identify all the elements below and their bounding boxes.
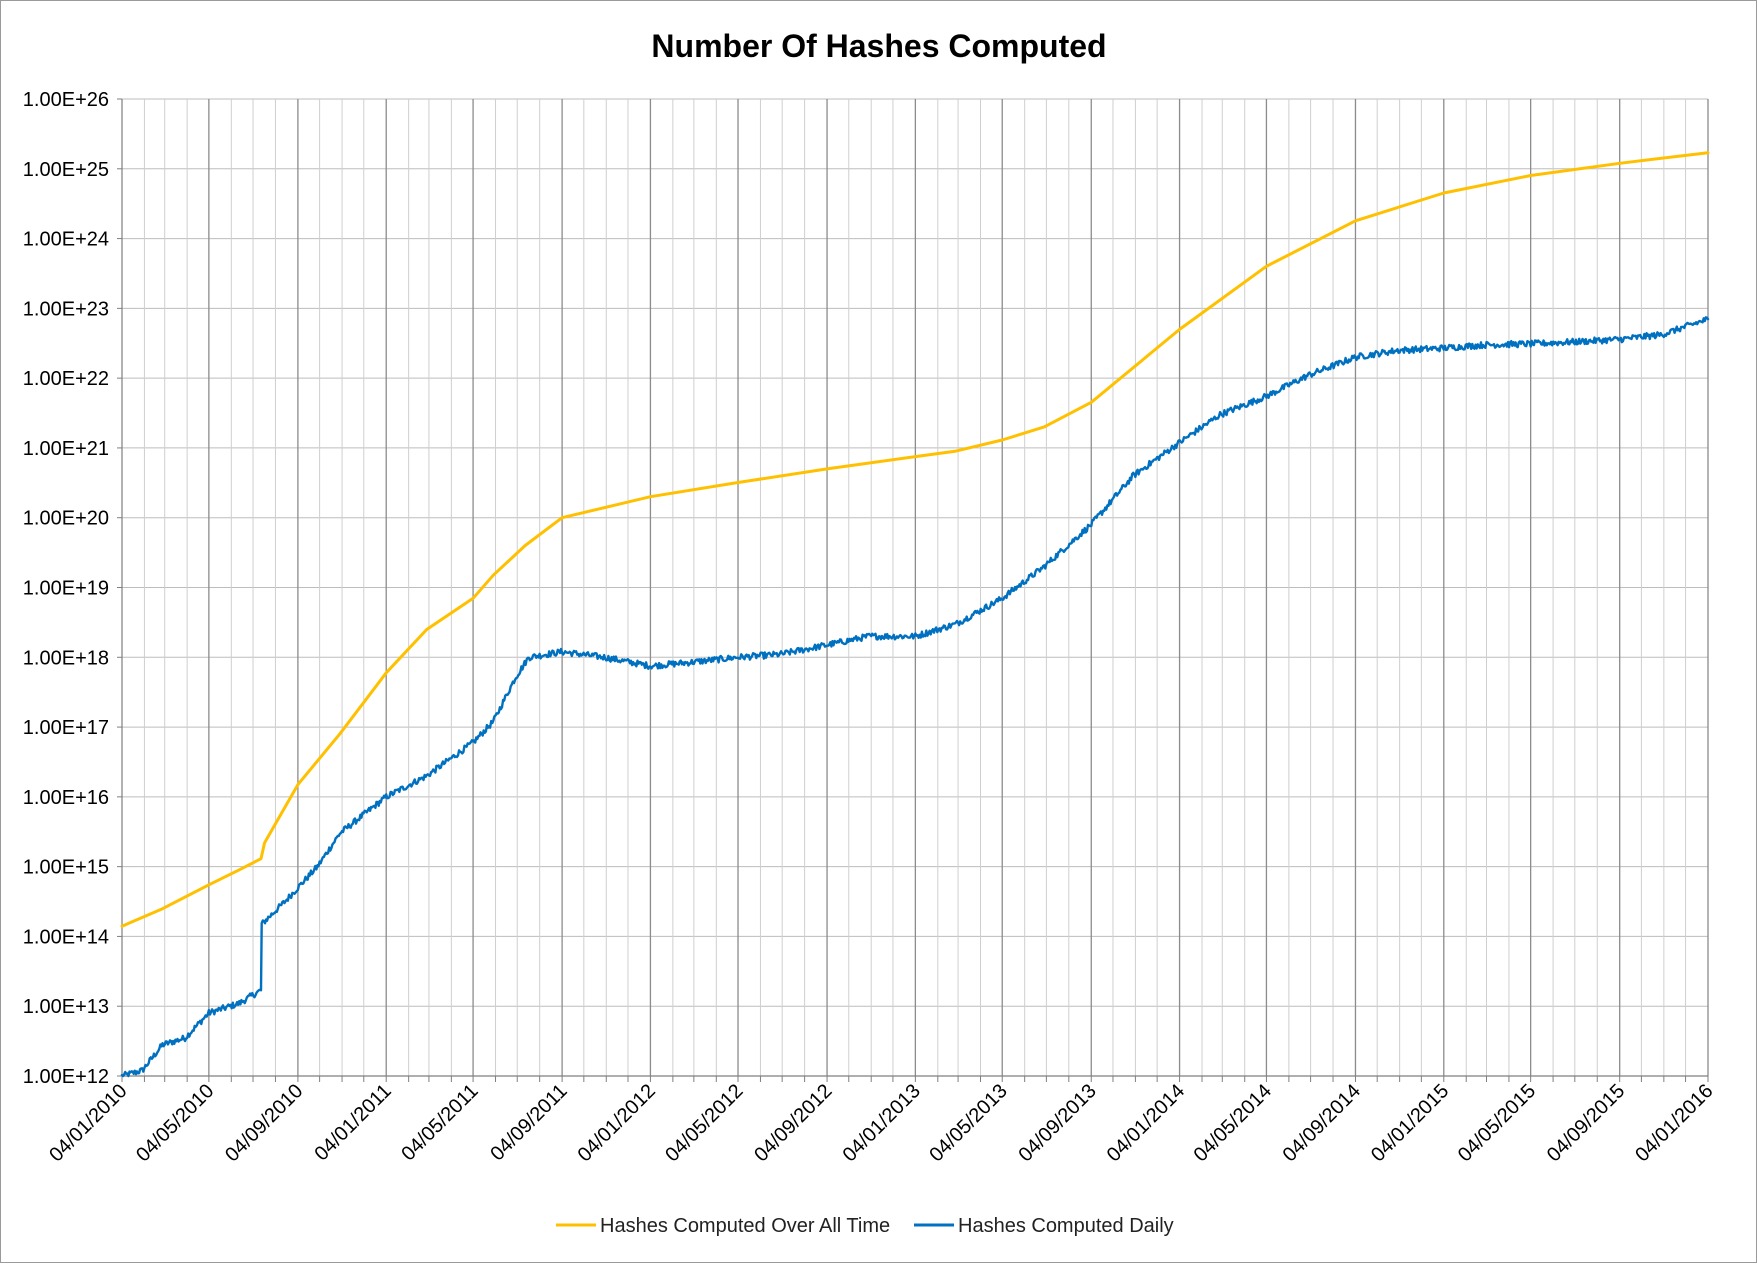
x-tick-label: 04/01/2012 [574, 1080, 660, 1166]
grid-layer [122, 98, 1709, 1076]
axis-layer: 1.00E+12 1.00E+13 1.00E+14 1.00E+15 1.00E+16… [23, 89, 1718, 1166]
legend-label: Hashes Computed Over All Time [600, 1215, 890, 1237]
y-tick-label: 1.00E+14 [23, 926, 109, 948]
y-tick-label: 1.00E+12 [23, 1066, 109, 1088]
x-tick-label: 04/05/2010 [132, 1080, 218, 1166]
x-tick-label: 04/05/2013 [925, 1080, 1011, 1166]
chart-legend: Hashes Computed Over All Time Hashes Comp… [556, 1215, 1174, 1237]
series-line-daily [120, 316, 1710, 1078]
y-tick-label: 1.00E+25 [23, 159, 109, 181]
y-tick-label: 1.00E+26 [23, 89, 109, 111]
y-tick-label: 1.00E+19 [23, 578, 109, 600]
y-tick-label: 1.00E+17 [23, 717, 109, 739]
y-tick-label: 1.00E+20 [23, 508, 109, 530]
x-tick-label: 04/09/2015 [1543, 1080, 1629, 1166]
x-tick-label: 04/01/2011 [310, 1080, 395, 1165]
x-tick-label: 04/05/2011 [397, 1080, 482, 1165]
y-tick-label: 1.00E+18 [23, 647, 109, 669]
legend-label: Hashes Computed Daily [958, 1215, 1174, 1237]
y-tick-label: 1.00E+15 [23, 857, 109, 879]
x-tick-label: 04/05/2014 [1190, 1080, 1276, 1166]
y-tick-label: 1.00E+21 [23, 438, 109, 460]
series-line-all-time [120, 151, 1710, 928]
x-tick-label: 04/09/2012 [750, 1080, 836, 1166]
x-tick-label: 04/09/2011 [486, 1080, 571, 1165]
x-tick-label: 04/09/2014 [1279, 1080, 1365, 1166]
x-tick-label: 04/01/2013 [839, 1080, 925, 1166]
y-tick-label: 1.00E+23 [23, 298, 109, 320]
x-tick-label: 04/05/2012 [661, 1080, 747, 1166]
x-tick-label: 04/01/2016 [1631, 1080, 1717, 1166]
y-tick-label: 1.00E+24 [23, 229, 109, 251]
y-tick-label: 1.00E+16 [23, 787, 109, 809]
y-tick-label: 1.00E+13 [23, 996, 109, 1018]
x-tick-label: 04/05/2015 [1454, 1080, 1540, 1166]
x-tick-label: 04/09/2010 [221, 1080, 307, 1166]
x-tick-label: 04/01/2014 [1103, 1080, 1189, 1166]
y-tick-label: 1.00E+22 [23, 368, 109, 390]
x-tick-label: 04/09/2013 [1014, 1080, 1100, 1166]
x-tick-label: 04/01/2015 [1367, 1080, 1453, 1166]
series-layer [120, 151, 1710, 1078]
chart-title: Number Of Hashes Computed [651, 28, 1106, 64]
x-tick-label: 04/01/2010 [45, 1080, 131, 1166]
